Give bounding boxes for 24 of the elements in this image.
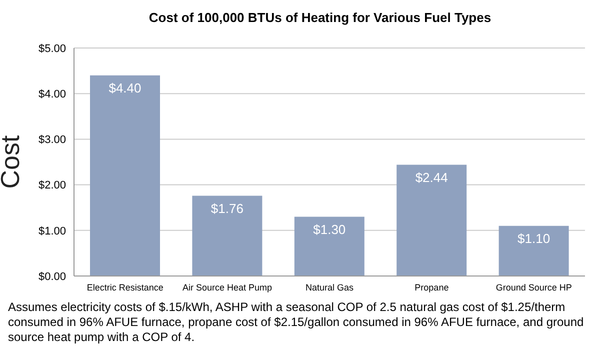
data-label: $1.30 [313, 222, 346, 237]
bar [192, 196, 262, 276]
y-axis-title: Cost [0, 134, 26, 189]
bar [294, 216, 364, 276]
y-tick-label: $5.00 [38, 42, 66, 55]
bar [396, 164, 467, 276]
chart-title: Cost of 100,000 BTUs of Heating for Various Fuel Types [148, 10, 492, 27]
y-tick-label: $3.00 [38, 134, 66, 146]
text: Assumes electricity costs of $.15/kWh, ASHP with a seasonal COP of 2.5 natural gas cost of $1.25/therm consumed in 96% AFUE furnace, propane cost of $2.15/gallon consumed in 96% AFUE furnace, and ground source heat pump with a COP of 4. [7, 299, 585, 345]
x-tick-label: Natural Gas [305, 282, 354, 292]
bar [90, 75, 160, 276]
bar [498, 226, 569, 276]
x-tick-label: Electric Resistance [86, 282, 164, 292]
y-tick-label: $0.00 [38, 270, 66, 283]
x-tick-label: Propane [414, 282, 449, 292]
x-tick-label: Air Source Heat Pump [182, 282, 272, 292]
y-tick-label: $1.00 [38, 225, 66, 238]
data-label: $1.10 [518, 231, 550, 246]
y-tick-label: $4.00 [38, 88, 66, 101]
data-label: $1.76 [210, 200, 244, 216]
data-label: $2.44 [415, 170, 448, 185]
x-tick-label: Ground Source HP [496, 282, 572, 292]
y-tick-label: $2.00 [38, 180, 66, 192]
data-label: $4.40 [108, 80, 142, 96]
